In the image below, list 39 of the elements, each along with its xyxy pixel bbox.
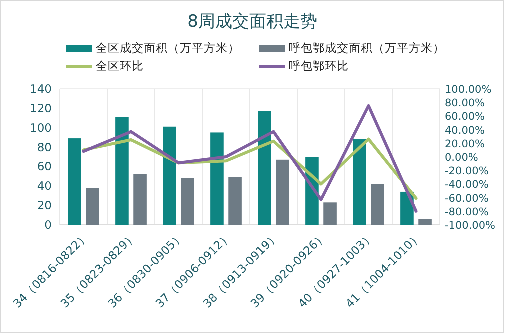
y2-tick-label: 80.00% bbox=[445, 98, 486, 110]
y-tick-label: 0 bbox=[44, 218, 52, 232]
bar bbox=[258, 111, 272, 225]
y2-tick-label: -60.00% bbox=[445, 192, 489, 205]
legend-label: 呼包鄂成交面积（万平方米） bbox=[289, 41, 445, 55]
bar bbox=[210, 132, 224, 225]
bar bbox=[163, 126, 176, 225]
y-tick-label: 20 bbox=[37, 198, 52, 213]
bar bbox=[228, 177, 242, 225]
bar bbox=[181, 178, 194, 225]
bar bbox=[134, 174, 147, 225]
chart-title: 8周成交面积走势 bbox=[188, 12, 318, 32]
legend-label: 全区环比 bbox=[96, 59, 144, 73]
y2-tick-label: 40.00% bbox=[445, 124, 486, 137]
y-tick-label: 120 bbox=[30, 101, 52, 116]
y2-tick-label: 0.00% bbox=[445, 152, 478, 164]
y-tick-label: 140 bbox=[30, 82, 52, 96]
y2-tick-label: -80.00% bbox=[445, 206, 489, 218]
y2-tick-label: 20.00% bbox=[445, 138, 486, 150]
bar bbox=[371, 184, 384, 225]
legend-label: 呼包鄂环比 bbox=[289, 59, 349, 73]
bar bbox=[116, 117, 129, 225]
y2-tick-label: 60.00% bbox=[445, 111, 486, 124]
bar bbox=[418, 219, 432, 225]
legend-label: 全区成交面积（万平方米） bbox=[96, 41, 240, 55]
bar bbox=[324, 202, 337, 225]
y-tick-label: 80 bbox=[37, 140, 52, 154]
bar bbox=[276, 160, 290, 225]
y2-tick-label: -40.00% bbox=[445, 179, 489, 192]
bar bbox=[68, 138, 82, 225]
bar bbox=[86, 188, 100, 225]
y-tick-label: 40 bbox=[37, 179, 52, 194]
y-tick-label: 100 bbox=[30, 120, 52, 135]
bar bbox=[353, 140, 366, 225]
y2-tick-label: 100.00% bbox=[445, 84, 492, 96]
y2-tick-label: -100.00% bbox=[445, 220, 496, 232]
y2-tick-label: -20.00% bbox=[445, 166, 489, 178]
line-series bbox=[82, 104, 418, 213]
y-tick-label: 60 bbox=[37, 160, 52, 174]
